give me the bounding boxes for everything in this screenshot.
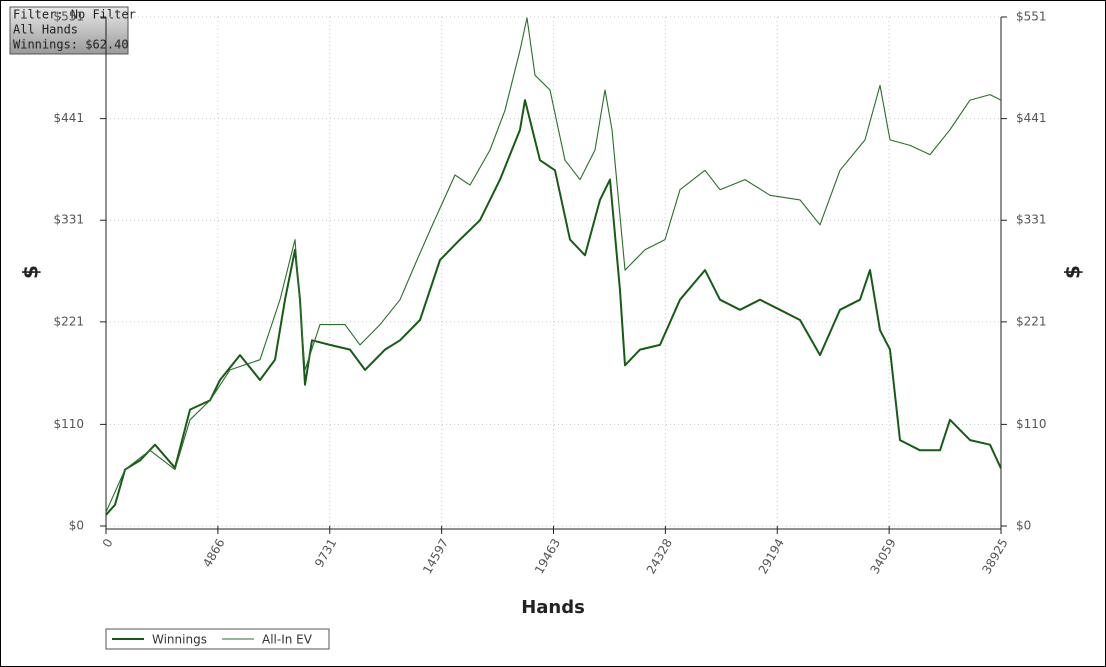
y-axis-label: $ bbox=[19, 265, 43, 279]
info-text: Winnings: $62.40 bbox=[13, 38, 129, 52]
y-axis-label-right: $ bbox=[1061, 265, 1085, 279]
info-box bbox=[9, 6, 129, 55]
y-tick-label: $551 bbox=[53, 10, 84, 24]
y-tick-label: $221 bbox=[53, 314, 84, 328]
y-tick-label: $0 bbox=[69, 519, 84, 533]
y-tick-label: $110 bbox=[53, 417, 84, 431]
y-tick-label: $331 bbox=[53, 213, 84, 227]
series-line bbox=[105, 17, 1002, 513]
series-line bbox=[105, 99, 1002, 516]
info-text: All Hands bbox=[13, 23, 78, 37]
y-tick-label: $441 bbox=[53, 111, 84, 125]
legend-label: All-In EV bbox=[262, 633, 313, 647]
y-tick-label-right: $0 bbox=[1016, 519, 1031, 533]
x-axis-label: Hands bbox=[521, 597, 585, 618]
info-text: Filter: No Filter bbox=[13, 8, 136, 22]
y-tick-label-right: $441 bbox=[1016, 111, 1047, 125]
y-tick-label-right: $551 bbox=[1016, 10, 1047, 24]
y-tick-label-right: $110 bbox=[1016, 417, 1047, 431]
legend bbox=[105, 628, 330, 650]
legend-label: Winnings bbox=[152, 633, 207, 647]
y-tick-label-right: $221 bbox=[1016, 314, 1047, 328]
y-tick-label-right: $331 bbox=[1016, 213, 1047, 227]
